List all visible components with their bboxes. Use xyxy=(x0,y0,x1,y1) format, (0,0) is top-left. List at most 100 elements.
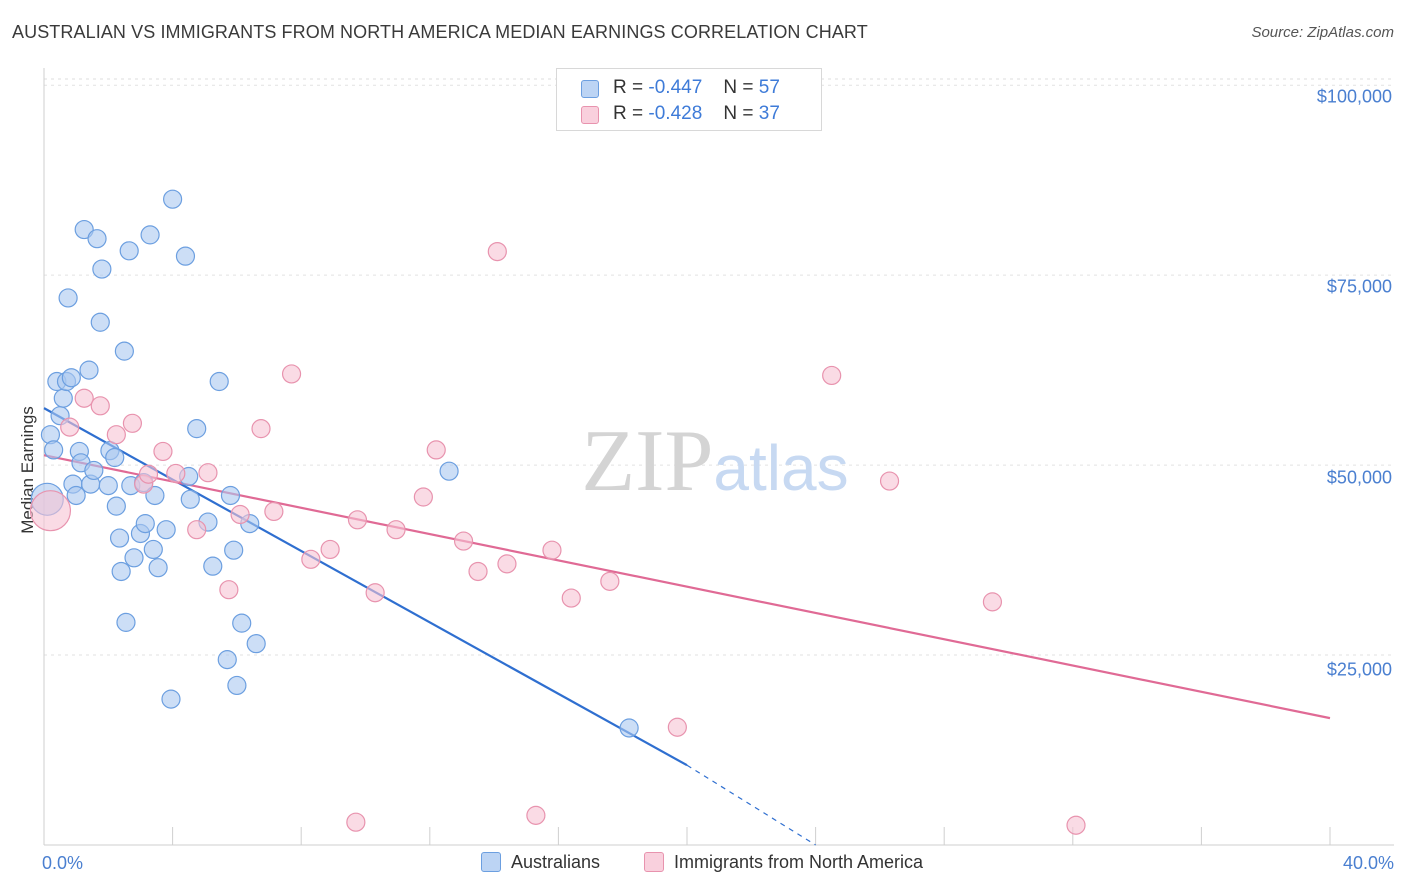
data-point xyxy=(66,485,86,506)
data-point xyxy=(219,580,239,600)
y-tick-label: $50,000 xyxy=(1326,467,1392,488)
legend-n-label: N = xyxy=(723,103,754,124)
data-point xyxy=(217,650,237,670)
data-point xyxy=(227,675,247,696)
data-point xyxy=(497,554,517,574)
data-point xyxy=(526,805,546,825)
data-point xyxy=(111,561,131,582)
data-point xyxy=(561,588,581,608)
bottom-legend-australians[interactable]: Australians xyxy=(481,852,600,873)
data-point xyxy=(982,592,1003,612)
bottom-legend-immigrants[interactable]: Immigrants from North America xyxy=(644,852,923,873)
y-tick-label: $100,000 xyxy=(1316,86,1392,107)
data-point xyxy=(281,364,302,384)
data-point xyxy=(187,520,207,540)
watermark-atlas: atlas xyxy=(713,432,848,504)
data-point xyxy=(153,441,173,462)
data-point xyxy=(84,460,104,481)
data-point xyxy=(453,531,474,551)
data-point xyxy=(619,718,639,738)
data-point xyxy=(79,360,99,380)
data-point xyxy=(209,371,229,392)
data-point xyxy=(232,613,252,633)
data-point xyxy=(138,464,159,484)
data-point xyxy=(187,419,207,439)
data-point xyxy=(156,520,176,540)
data-point xyxy=(163,189,183,209)
correlation-legend: R = -0.447 N = 57 R = -0.428 N = 37 xyxy=(556,68,822,131)
legend-swatch-blue xyxy=(581,80,599,98)
data-point xyxy=(74,388,94,408)
data-points xyxy=(29,189,1086,835)
data-point xyxy=(106,425,126,445)
data-point xyxy=(230,504,250,525)
legend-r-label: R = xyxy=(613,103,644,124)
data-point xyxy=(92,259,112,279)
data-point xyxy=(124,548,144,568)
data-point xyxy=(365,583,385,603)
data-point xyxy=(822,365,842,386)
data-point xyxy=(879,471,900,491)
data-point xyxy=(220,485,241,506)
legend-swatch-pink xyxy=(581,106,599,124)
legend-n-value: 37 xyxy=(758,103,780,124)
watermark: ZIPatlas xyxy=(581,413,848,510)
data-point xyxy=(320,539,340,560)
data-point xyxy=(203,556,223,576)
legend-swatch-blue xyxy=(481,852,501,872)
data-point xyxy=(246,634,266,654)
watermark-zip: ZIP xyxy=(581,413,713,510)
data-point xyxy=(426,440,446,460)
data-point xyxy=(542,540,562,560)
trend-line-extension xyxy=(686,764,816,846)
data-point xyxy=(44,440,64,460)
data-point xyxy=(413,487,433,507)
data-point xyxy=(224,540,244,560)
legend-label: Australians xyxy=(511,852,601,872)
trend-line xyxy=(43,454,1331,720)
data-point xyxy=(161,689,181,709)
legend-n-value: 57 xyxy=(758,77,780,98)
data-point xyxy=(175,246,196,266)
data-point xyxy=(53,388,73,408)
data-point xyxy=(145,485,165,506)
legend-r-label: R = xyxy=(613,77,644,98)
data-point xyxy=(87,229,107,249)
data-point xyxy=(140,225,160,245)
data-point xyxy=(143,539,163,560)
data-point xyxy=(122,413,143,433)
data-point xyxy=(109,528,130,548)
data-point xyxy=(114,341,134,361)
legend-swatch-pink xyxy=(644,852,664,872)
data-point xyxy=(180,489,200,509)
data-point xyxy=(90,312,110,332)
data-point xyxy=(148,558,168,578)
data-point xyxy=(346,812,366,832)
y-tick-label: $25,000 xyxy=(1326,659,1392,680)
y-tick-label: $75,000 xyxy=(1326,276,1392,297)
data-point xyxy=(61,368,81,388)
data-point xyxy=(386,520,406,540)
chart-title: AUSTRALIAN VS IMMIGRANTS FROM NORTH AMER… xyxy=(12,22,868,42)
data-point xyxy=(264,501,284,522)
data-point xyxy=(58,288,78,308)
data-point xyxy=(600,571,620,591)
data-point xyxy=(119,241,139,261)
data-point xyxy=(667,717,687,737)
data-point xyxy=(166,463,186,484)
data-point xyxy=(106,496,126,516)
x-tick-label-min: 0.0% xyxy=(42,853,84,873)
x-tick-label-max: 40.0% xyxy=(1342,853,1394,873)
source-label: Source: ZipAtlas.com xyxy=(1251,24,1394,41)
data-point xyxy=(60,417,80,437)
data-point xyxy=(1066,815,1086,835)
data-point xyxy=(29,490,72,532)
data-point xyxy=(98,476,118,496)
data-point xyxy=(116,612,136,632)
legend-n-label: N = xyxy=(723,77,754,98)
data-point xyxy=(198,463,218,483)
legend-label: Immigrants from North America xyxy=(674,852,924,872)
data-point xyxy=(301,549,321,569)
data-point xyxy=(90,396,110,416)
